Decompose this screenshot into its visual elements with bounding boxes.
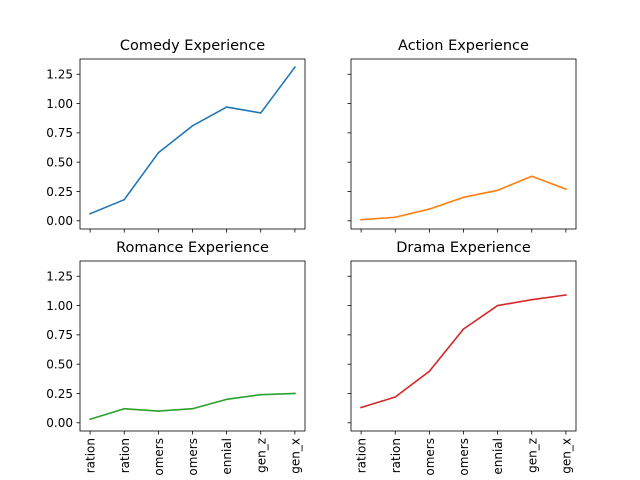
x-tick-label: gen_x [559,438,573,474]
axes-frame [79,58,306,230]
data-point [294,66,296,69]
subplot-title: Drama Experience [396,240,531,256]
x-tick-label: ration [84,438,98,473]
data-point [294,392,296,395]
data-point [496,304,499,307]
x-tick-label: omers [186,438,200,476]
subplot-romance-experience: Romance Experience 0.00 0.25 0.50 0.75 1.00 1.… [46,240,306,476]
x-tick-label: gen_z [525,438,539,473]
data-point [428,208,431,210]
data-point [259,393,262,396]
x-tick-label: omers [152,438,166,476]
subplot-title: Romance Experience [116,240,269,256]
x-tick-label: ennial [491,438,505,475]
data-point [89,212,91,215]
data-point [225,398,228,401]
subplot-title: Comedy Experience [120,38,265,54]
data-point [462,328,465,330]
series-line [360,294,567,409]
series-line [89,392,296,421]
data-point [157,151,160,154]
data-point [565,294,567,296]
data-point [428,370,431,373]
y-tick-label: 0.00 [46,416,73,430]
y-tick-label: 1.25 [46,68,73,82]
y-tick-label: 0.50 [46,155,73,169]
data-point [360,406,362,409]
data-point [394,216,397,219]
data-point [157,410,160,412]
subplot-action-experience: Action Experience [347,38,577,233]
data-point [191,125,194,127]
data-point [89,418,91,421]
x-tick-label: gen_z [254,438,268,473]
data-point [191,407,194,410]
axes-frame [79,260,306,432]
series-line [89,66,296,215]
data-point [496,189,499,192]
x-tick-label: ennial [220,438,234,475]
y-tick-label: 0.25 [46,185,73,199]
x-tick-label: gen_x [288,438,302,474]
data-point [123,198,126,201]
y-tick-label: 0.75 [46,328,73,342]
x-tick-label: ration [355,438,369,473]
x-tick-label: ration [389,438,403,473]
y-tick-label: 0.75 [46,126,73,140]
x-tick-label: ration [118,438,132,473]
subplot-title: Action Experience [398,38,529,54]
x-tick-label: omers [457,438,471,476]
data-point [259,112,262,114]
data-point [565,188,567,190]
data-point [225,106,228,108]
axes-frame [350,260,577,432]
data-point [360,218,362,221]
y-tick-label: 0.00 [46,214,73,228]
y-tick-label: 1.00 [46,97,73,111]
x-tick-label: omers [423,438,437,476]
subplot-drama-experience: Drama Experience ration ration omers omers en… [347,240,577,476]
axes-frame [350,58,577,230]
data-point [530,175,533,178]
y-tick-label: 0.25 [46,387,73,401]
y-tick-label: 0.50 [46,357,73,371]
data-point [123,407,126,410]
data-point [530,298,533,301]
y-tick-label: 1.00 [46,299,73,313]
y-tick-label: 1.25 [46,270,73,284]
data-point [462,196,465,199]
subplot-comedy-experience: Comedy Experience 0.00 0.25 0.50 0.75 1.00 1.2… [46,38,306,233]
data-point [394,396,397,398]
